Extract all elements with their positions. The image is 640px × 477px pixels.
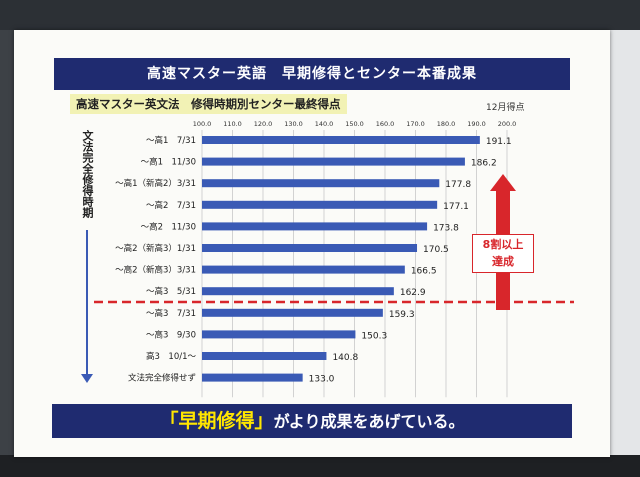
background-top [0, 0, 640, 30]
category-label: 〜高1 7/31 [146, 135, 196, 146]
poster: 高速マスター英語 早期修得とセンター本番成果 高速マスター英文法 修得時期別セン… [14, 30, 610, 457]
callout-line-1: 8割以上 [482, 238, 524, 251]
bar [202, 179, 440, 188]
red-up-arrow-icon [490, 174, 516, 191]
footer-highlight: 「早期修得」 [159, 410, 274, 432]
x-tick-label: 180.0 [437, 120, 456, 128]
category-label: 高3 10/1〜 [146, 351, 196, 362]
x-tick-label: 150.0 [345, 120, 364, 128]
bar [202, 136, 480, 144]
x-tick-label: 130.0 [284, 120, 303, 128]
background-right [608, 30, 640, 477]
category-label: 〜高3 7/31 [146, 308, 196, 319]
value-label: 177.8 [445, 180, 471, 190]
value-label: 177.1 [443, 202, 469, 212]
time-arrow-head-icon [81, 374, 93, 383]
bar [202, 244, 418, 252]
bar [202, 373, 303, 382]
value-label: 166.5 [411, 267, 437, 277]
category-label: 〜高1 11/30 [141, 157, 196, 168]
value-label: 140.8 [332, 353, 358, 363]
bar [202, 287, 394, 296]
achievement-callout: 8割以上 達成 [472, 234, 534, 273]
bar-chart: 100.0 110.0 120.0 130.0 140.0 150.0 160.0 170.0… [94, 120, 574, 398]
x-tick-label: 160.0 [376, 120, 395, 128]
category-label: 〜高2 11/30 [141, 221, 196, 232]
x-tick-label: 170.0 [406, 120, 425, 128]
value-label: 159.3 [389, 310, 415, 320]
x-tick-label: 110.0 [223, 120, 242, 128]
time-arrow-shaft [86, 230, 88, 378]
bar [202, 222, 428, 231]
y-axis-label: 文法完全修得時期 [81, 130, 94, 218]
bar [202, 200, 438, 209]
callout-line-2: 達成 [492, 255, 514, 268]
bar [202, 308, 383, 317]
value-label: 186.2 [471, 159, 497, 169]
chart-title: 高速マスター英文法 修得時期別センター最終得点 [70, 94, 347, 114]
category-label: 文法完全修得せず [128, 373, 196, 384]
bar [202, 330, 356, 339]
value-label: 173.8 [433, 223, 459, 233]
x-tick-label: 190.0 [467, 120, 486, 128]
value-label: 133.0 [309, 375, 335, 385]
bar [202, 265, 405, 274]
x-tick-label: 120.0 [254, 120, 273, 128]
unit-label: 12月得点 [486, 103, 525, 113]
category-label: 〜高2 7/31 [146, 200, 196, 211]
value-label: 191.1 [486, 137, 512, 147]
background-bottom [0, 455, 640, 477]
x-tick-label: 200.0 [498, 120, 517, 128]
value-label: 162.9 [400, 288, 426, 298]
x-tick-label: 100.0 [193, 120, 212, 128]
category-label: 〜高1（新高2）3/31 [115, 178, 196, 189]
category-label: 〜高3 5/31 [146, 286, 196, 297]
bar [202, 352, 327, 360]
banner-title: 高速マスター英語 早期修得とセンター本番成果 [54, 58, 570, 90]
category-label: 〜高3 9/30 [146, 329, 196, 340]
category-label: 〜高2（新高3）1/31 [115, 243, 196, 254]
value-label: 150.3 [361, 331, 387, 341]
bar [202, 157, 465, 166]
x-tick-label: 140.0 [315, 120, 334, 128]
category-label: 〜高2（新高3）3/31 [115, 265, 196, 276]
footer-text: がより成果をあげている。 [273, 412, 465, 431]
footer-banner: 「早期修得」がより成果をあげている。 [52, 404, 572, 438]
value-label: 170.5 [423, 245, 449, 255]
